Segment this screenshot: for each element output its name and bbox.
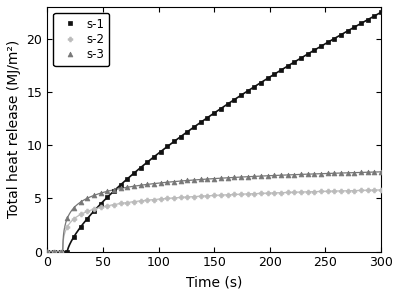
Line: s-2: s-2 (45, 187, 384, 254)
s-2 (372, 188, 377, 192)
s-1 (265, 77, 270, 80)
s-2 (265, 191, 270, 195)
s-3 (145, 183, 150, 186)
s-2 (45, 250, 50, 253)
s-3 (265, 174, 270, 178)
s-3 (152, 182, 156, 185)
Legend: s-1, s-2, s-3: s-1, s-2, s-3 (53, 13, 109, 66)
s-3 (372, 170, 377, 174)
s-1 (372, 14, 377, 18)
s-1 (152, 155, 156, 159)
s-1 (45, 250, 50, 253)
s-2 (145, 198, 150, 202)
s-2 (285, 191, 290, 194)
Line: s-1: s-1 (45, 10, 384, 254)
s-2 (118, 202, 123, 205)
s-1 (145, 160, 150, 164)
Y-axis label: Total heat release (MJ/m²): Total heat release (MJ/m²) (7, 40, 21, 218)
s-3 (45, 250, 50, 253)
s-3 (118, 187, 123, 190)
s-1 (285, 64, 290, 68)
s-1 (118, 183, 123, 186)
s-1 (379, 10, 384, 14)
s-2 (379, 188, 384, 192)
s-3 (285, 173, 290, 177)
Line: s-3: s-3 (45, 169, 384, 254)
s-2 (152, 198, 156, 201)
X-axis label: Time (s): Time (s) (186, 275, 242, 289)
s-3 (379, 170, 384, 174)
